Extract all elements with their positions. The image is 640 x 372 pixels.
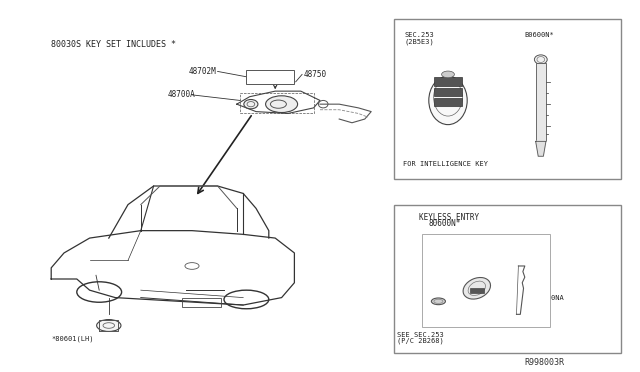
Text: 80600N*: 80600N*	[429, 219, 461, 228]
Ellipse shape	[244, 100, 258, 109]
Text: (2B5E3): (2B5E3)	[404, 38, 434, 45]
Bar	[394, 205, 621, 353]
Text: 48700*: 48700*	[248, 73, 275, 81]
Text: SEC.253: SEC.253	[404, 32, 434, 38]
Ellipse shape	[97, 320, 121, 331]
Ellipse shape	[266, 96, 298, 112]
Bar	[246, 70, 294, 84]
Text: *80601(LH): *80601(LH)	[51, 335, 93, 342]
Text: SEE SEC.253: SEE SEC.253	[397, 332, 444, 338]
Text: (P/C 2B268): (P/C 2B268)	[397, 338, 444, 344]
Text: 48700A: 48700A	[168, 90, 195, 99]
Text: R998003R: R998003R	[525, 358, 564, 367]
Bar	[422, 234, 550, 327]
Text: 48750: 48750	[304, 70, 327, 79]
Text: FOR INTELLIGENCE KEY: FOR INTELLIGENCE KEY	[403, 161, 488, 167]
Ellipse shape	[463, 278, 490, 299]
Polygon shape	[536, 141, 546, 156]
Bar	[434, 98, 462, 106]
Ellipse shape	[442, 71, 454, 78]
Bar	[434, 77, 462, 86]
Bar	[394, 19, 621, 179]
Ellipse shape	[534, 55, 547, 64]
Bar	[434, 88, 462, 96]
Text: 80600NA: 80600NA	[534, 295, 564, 301]
Text: KEYLESS ENTRY: KEYLESS ENTRY	[419, 213, 479, 222]
Bar	[240, 93, 314, 113]
Text: a: a	[440, 79, 444, 84]
Text: 48702M: 48702M	[189, 67, 216, 76]
Text: 80030S KEY SET INCLUDES *: 80030S KEY SET INCLUDES *	[51, 40, 176, 49]
Bar	[470, 288, 484, 293]
Bar	[182, 298, 221, 307]
Ellipse shape	[431, 298, 445, 305]
Ellipse shape	[429, 76, 467, 125]
Text: B0600N*: B0600N*	[525, 32, 554, 38]
Bar	[536, 63, 546, 141]
